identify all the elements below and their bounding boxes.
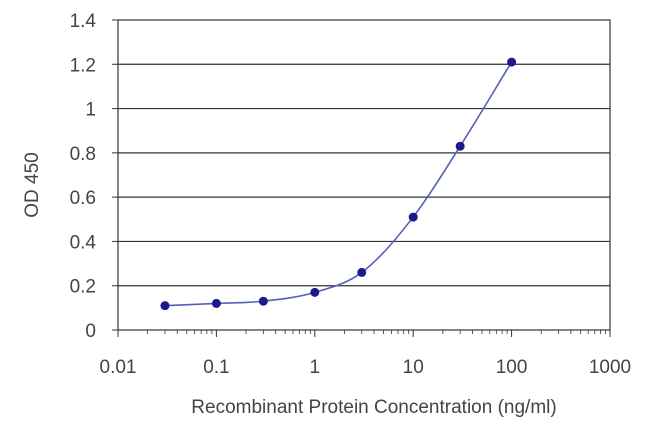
y-axis-label: OD 450 — [22, 152, 43, 217]
x-tick-label: 1 — [310, 357, 321, 378]
y-tick-label: 1 — [85, 100, 96, 121]
x-tick-label: 0.1 — [203, 357, 229, 378]
x-tick-label: 0.01 — [100, 357, 137, 378]
y-tick-label: 0.8 — [70, 144, 96, 165]
y-tick-label: 0.2 — [70, 277, 96, 298]
x-axis-label: Recombinant Protein Concentration (ng/ml… — [191, 397, 556, 418]
data-point — [310, 287, 320, 297]
y-tick-label: 0.4 — [70, 232, 97, 253]
x-axis-ticks: 0.01 0.1 1 10 100 1000 — [100, 330, 631, 378]
data-point — [455, 141, 465, 151]
x-tick-label: 100 — [496, 357, 528, 378]
plot-area — [117, 19, 611, 331]
data-point — [160, 301, 170, 311]
y-tick-label: 1.2 — [70, 55, 96, 76]
series-line — [164, 61, 513, 307]
x-tick-label: 10 — [403, 357, 424, 378]
y-tick-label: 1.4 — [70, 11, 97, 32]
data-point — [408, 212, 418, 222]
data-point — [258, 296, 268, 306]
plot-border — [117, 19, 611, 331]
data-point — [211, 298, 221, 308]
y-tick-label: 0 — [85, 321, 96, 342]
series-layer — [160, 57, 517, 311]
y-axis-ticks: 0 0.2 0.4 0.6 0.8 1 1.2 1.4 — [70, 11, 118, 342]
data-point — [357, 267, 367, 277]
data-point — [507, 57, 517, 67]
x-tick-label: 1000 — [589, 357, 631, 378]
grid — [118, 63, 610, 287]
y-tick-label: 0.6 — [70, 188, 96, 209]
